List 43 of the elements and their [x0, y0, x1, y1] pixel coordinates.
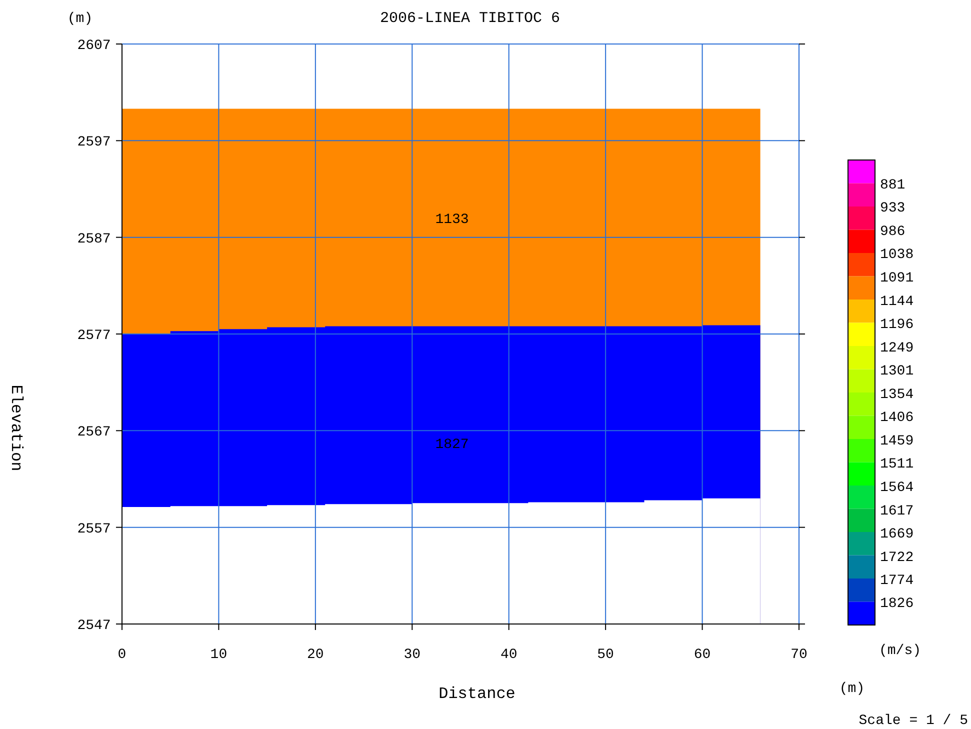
y-tick-label: 2577 [77, 328, 111, 344]
color-bar-label: 1564 [880, 480, 914, 496]
color-bar-label: 1354 [880, 386, 914, 403]
x-tick-label: 70 [790, 647, 808, 663]
color-bar-label: 1196 [880, 316, 914, 333]
color-bar-label: 1038 [880, 247, 914, 263]
color-bar-label: 1249 [880, 340, 914, 356]
color-bar-label: 1669 [880, 526, 914, 542]
y-tick-label: 2567 [77, 424, 111, 441]
x-axis-title: Distance [438, 685, 516, 703]
text: Scale = 1 / 5 [858, 713, 968, 729]
color-bar-label: 1826 [880, 596, 914, 612]
color-bar-label: 1511 [880, 456, 914, 472]
y-tick-label: 2557 [77, 521, 111, 538]
text: (m) [67, 11, 93, 27]
x-tick-label: 0 [118, 647, 126, 663]
y-tick-label: 2587 [77, 231, 111, 248]
x-tick-label: 40 [500, 647, 518, 663]
annotation: 1827 [435, 437, 469, 453]
color-bar-title: (m/s) [878, 643, 922, 659]
color-bar-label: 986 [880, 224, 906, 240]
y-tick-label: 2607 [77, 38, 111, 54]
x-tick-label: 20 [307, 647, 324, 663]
color-bar-label: 1459 [880, 433, 914, 450]
color-bar-label: 1722 [880, 550, 914, 566]
color-bar-label: 1144 [880, 294, 914, 310]
annotation: 1133 [435, 212, 469, 228]
text: (m) [839, 681, 865, 697]
y-tick-label: 2547 [77, 618, 111, 634]
y-tick-label: 2597 [77, 134, 111, 151]
color-bar-label: 1617 [880, 503, 914, 520]
color-bar-label: 881 [880, 177, 906, 194]
chart-title: 2006-LINEA TIBITOC 6 [380, 10, 560, 27]
x-tick-label: 50 [597, 647, 614, 663]
x-tick-label: 30 [404, 647, 421, 663]
color-bar-label: 1301 [880, 363, 914, 380]
x-tick-label: 10 [210, 647, 228, 663]
color-bar-label: 1406 [880, 410, 914, 426]
y-axis-title: Elevation [7, 384, 25, 472]
x-tick-label: 60 [694, 647, 711, 663]
color-bar-label: 1091 [880, 270, 914, 286]
color-bar-label: 933 [880, 200, 906, 216]
color-bar-label: 1774 [880, 572, 914, 589]
